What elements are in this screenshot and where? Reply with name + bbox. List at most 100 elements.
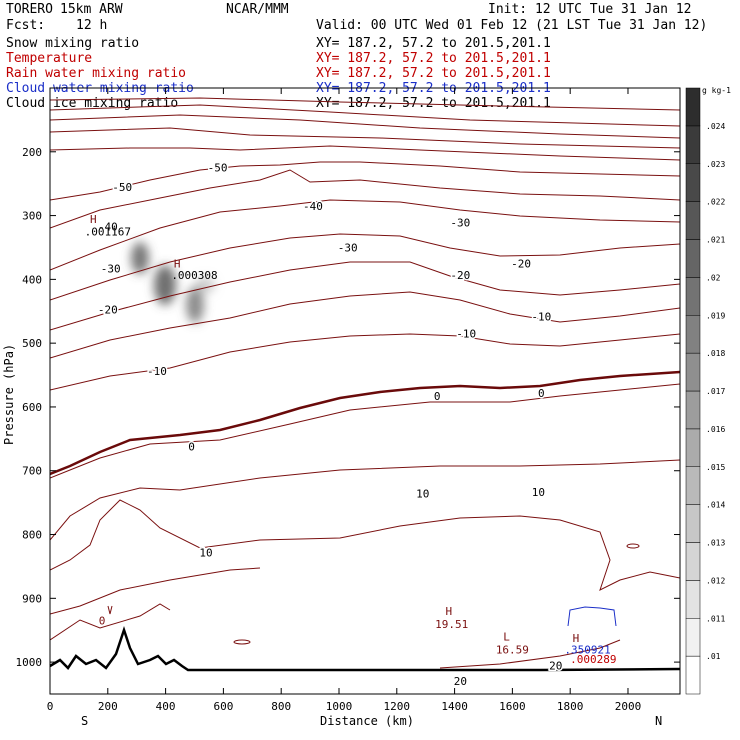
colorbar-tick-label: .01 (706, 652, 721, 661)
temperature-contour (50, 104, 680, 127)
colorbar-tick-label: .016 (706, 425, 725, 434)
colorbar-swatch (685, 466, 701, 505)
colorbar-tick-label: .022 (706, 198, 725, 207)
colorbar-swatch (685, 352, 701, 392)
extremum-label: .000308 (171, 269, 217, 282)
model-resolution: 15km ARW (60, 2, 123, 17)
temperature-contour-label: 10 (199, 546, 212, 559)
x-axis-left-end-label: S (81, 714, 88, 728)
temperature-contour (107, 605, 113, 615)
colorbar-swatch (685, 277, 701, 316)
plot-frame (49, 87, 681, 695)
field-xy: XY= 187.2, 57.2 to 201.5,201.1 (316, 96, 551, 111)
temperature-contour (50, 97, 680, 111)
valid-time: Valid: 00 UTC Wed 01 Feb 12 (21 LST Tue … (316, 18, 708, 33)
temperature-contour-label: -30 (450, 217, 470, 230)
colorbar-swatch (685, 655, 701, 695)
field-xy: XY= 187.2, 57.2 to 201.5,201.1 (316, 51, 551, 66)
colorbar-tick-label: .017 (706, 387, 725, 396)
temperature-contour-label: -20 (511, 257, 531, 270)
x-tick-label: 200 (98, 700, 118, 713)
extremum-label: H (174, 257, 181, 270)
temperature-contour-label: 0 (188, 440, 195, 453)
colorbar-swatch (685, 580, 701, 619)
colorbar-swatch (685, 390, 701, 430)
temperature-contour (50, 161, 680, 201)
temperature-contour (50, 233, 680, 301)
x-axis-right-end-label: N (655, 714, 662, 728)
colorbar: .01 .011 .012 .013 .014 .015 .016 .017 .018 .019.… (685, 87, 725, 695)
extremum-label: .001167 (85, 226, 131, 239)
temperature-contour (50, 567, 261, 615)
colorbar-swatch (685, 163, 701, 202)
cloud-ice-shading (131, 242, 149, 274)
model-name: TORERO (6, 2, 53, 17)
x-tick-label: 1000 (326, 700, 353, 713)
colorbar-tick-label: .012 (706, 576, 725, 585)
x-axis-label: Distance (km) (320, 714, 414, 728)
x-tick-label: 1400 (441, 700, 468, 713)
colorbar-swatch (685, 239, 701, 278)
annotations: H.001167H.000308H19.51L16.59H.350921.000… (85, 213, 617, 666)
colorbar-tick-label: .018 (706, 349, 725, 358)
x-tick-label: 800 (271, 700, 291, 713)
colorbar-tick-label: .011 (706, 614, 725, 623)
extremum-label: L (503, 631, 510, 644)
field-xy: XY= 187.2, 57.2 to 201.5,201.1 (316, 36, 551, 51)
temperature-contour (439, 639, 621, 669)
y-tick-label: 1000 (16, 656, 43, 669)
colorbar-tick-label: .013 (706, 539, 725, 548)
temperature-contour-label: 10 (532, 486, 545, 499)
temperature-contour (626, 543, 640, 549)
y-tick-label: 400 (22, 273, 42, 286)
temperature-contour-label: 20 (549, 659, 562, 672)
temperature-contour-label: -40 (303, 200, 323, 213)
extremum-label: H (445, 605, 452, 618)
x-axis: 0 200 400 600 800 1000 1200 1400 1600 1800 2000 (47, 88, 642, 713)
temperature-labels: -50 -50 -40 -40 -30 -30 -30 -20 -20 -20 -10 -10 -10 0… (96, 160, 563, 690)
temperature-contour-label: -30 (338, 241, 358, 254)
extremum-label: 19.51 (435, 618, 468, 631)
y-tick-label: 900 (22, 592, 42, 605)
init-time: Init: 12 UTC Tue 31 Jan 12 (488, 2, 692, 17)
x-tick-label: 400 (156, 700, 176, 713)
x-tick-label: 2000 (615, 700, 642, 713)
y-tick-label: 300 (22, 210, 42, 223)
y-tick-label: 200 (22, 146, 42, 159)
temperature-contour (50, 383, 680, 479)
field-name: Snow mixing ratio (6, 36, 140, 51)
organization: NCAR/MMM (226, 2, 289, 17)
colorbar-tick-label: .015 (706, 463, 725, 472)
x-tick-label: 0 (47, 700, 54, 713)
cloud-water-contour (567, 606, 617, 627)
colorbar-tick-label: .02 (706, 273, 721, 282)
x-tick-label: 600 (213, 700, 233, 713)
colorbar-swatch (685, 87, 701, 127)
colorbar-swatch (685, 542, 701, 581)
temperature-contour (50, 199, 680, 271)
colorbar-swatch (685, 125, 701, 164)
temperature-contour-label: -30 (101, 263, 121, 276)
field-name: Temperature (6, 51, 93, 66)
temperature-contour (50, 145, 680, 161)
colorbar-swatch (685, 504, 701, 543)
y-tick-label: 500 (22, 337, 42, 350)
forecast-hours: 12 h (76, 18, 108, 33)
colorbar-tick-label: .019 (706, 311, 725, 320)
extremum-label: 0 (99, 615, 106, 628)
colorbar-unit: g kg-1 (702, 86, 731, 95)
temperature-contour-label: -20 (450, 269, 470, 282)
cloud-ice-shading (186, 287, 204, 323)
temperature-contour-label: -10 (531, 310, 551, 323)
temperature-contour-label: -10 (456, 328, 476, 341)
temperature-contour (233, 639, 251, 645)
colorbar-tick-label: .023 (706, 160, 725, 169)
x-tick-label: 1800 (557, 700, 584, 713)
temperature-contour (50, 127, 680, 149)
colorbar-swatch (685, 618, 701, 657)
field-xy: XY= 187.2, 57.2 to 201.5,201.1 (316, 66, 551, 81)
temperature-contour (50, 459, 680, 541)
colorbar-swatch (685, 315, 701, 354)
temperature-contour (50, 603, 171, 641)
colorbar-swatch (685, 201, 701, 240)
